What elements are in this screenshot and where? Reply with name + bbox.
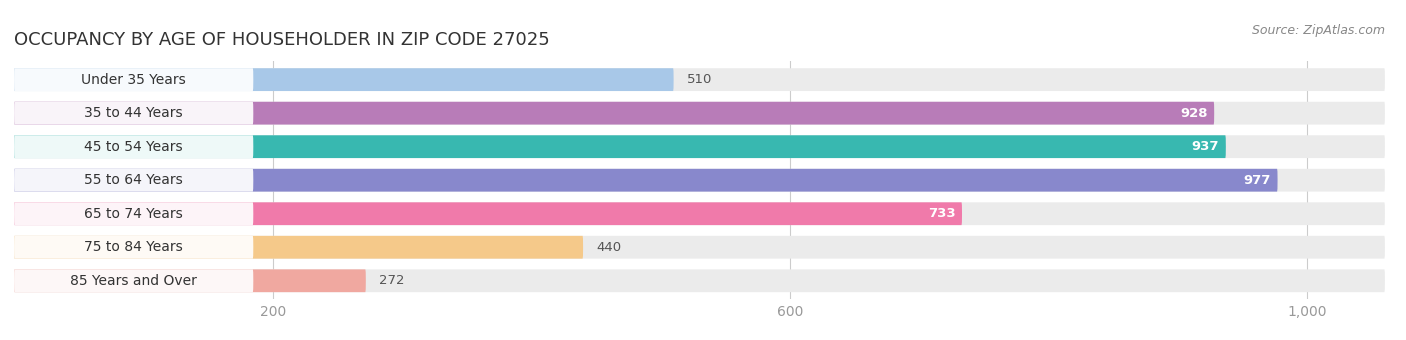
FancyBboxPatch shape (14, 169, 1278, 192)
Text: Under 35 Years: Under 35 Years (82, 73, 186, 87)
FancyBboxPatch shape (14, 202, 253, 225)
Text: 45 to 54 Years: 45 to 54 Years (84, 140, 183, 154)
FancyBboxPatch shape (14, 236, 583, 259)
FancyBboxPatch shape (14, 135, 1226, 158)
Text: 440: 440 (596, 241, 621, 254)
FancyBboxPatch shape (14, 102, 1215, 124)
FancyBboxPatch shape (14, 169, 1385, 192)
FancyBboxPatch shape (14, 269, 366, 292)
FancyBboxPatch shape (14, 68, 673, 91)
Text: 65 to 74 Years: 65 to 74 Years (84, 207, 183, 221)
Text: 272: 272 (378, 274, 405, 287)
FancyBboxPatch shape (14, 202, 1385, 225)
FancyBboxPatch shape (14, 68, 1385, 91)
FancyBboxPatch shape (14, 135, 1385, 158)
Text: 55 to 64 Years: 55 to 64 Years (84, 173, 183, 187)
FancyBboxPatch shape (14, 202, 962, 225)
Text: Source: ZipAtlas.com: Source: ZipAtlas.com (1251, 24, 1385, 37)
FancyBboxPatch shape (14, 169, 253, 192)
Text: OCCUPANCY BY AGE OF HOUSEHOLDER IN ZIP CODE 27025: OCCUPANCY BY AGE OF HOUSEHOLDER IN ZIP C… (14, 31, 550, 49)
Text: 928: 928 (1180, 107, 1208, 120)
FancyBboxPatch shape (14, 102, 253, 124)
Text: 733: 733 (928, 207, 956, 220)
Text: 35 to 44 Years: 35 to 44 Years (84, 106, 183, 120)
FancyBboxPatch shape (14, 269, 253, 292)
Text: 937: 937 (1192, 140, 1219, 153)
FancyBboxPatch shape (14, 68, 253, 91)
FancyBboxPatch shape (14, 269, 1385, 292)
Text: 75 to 84 Years: 75 to 84 Years (84, 240, 183, 254)
Text: 977: 977 (1244, 174, 1271, 187)
FancyBboxPatch shape (14, 102, 1385, 124)
Text: 510: 510 (686, 73, 711, 86)
Text: 85 Years and Over: 85 Years and Over (70, 274, 197, 288)
FancyBboxPatch shape (14, 236, 253, 259)
FancyBboxPatch shape (14, 236, 1385, 259)
FancyBboxPatch shape (14, 135, 253, 158)
